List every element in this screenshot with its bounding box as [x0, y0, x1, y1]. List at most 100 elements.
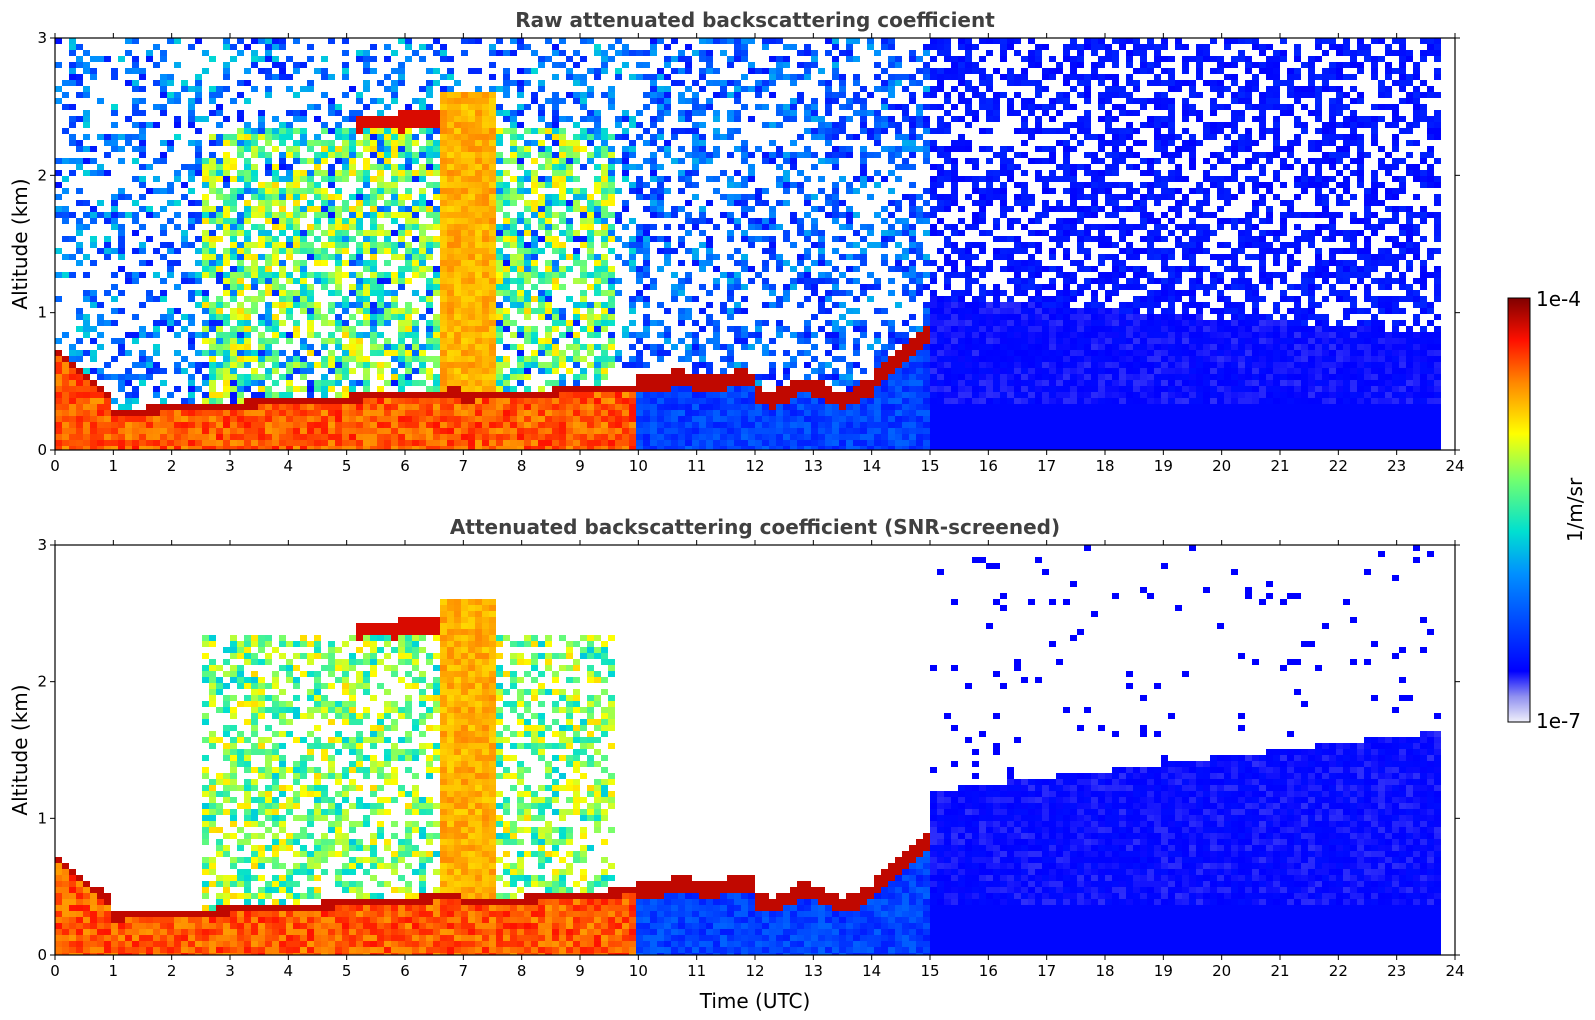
- panel-raw-cell-4614: [804, 422, 811, 428]
- panel-raw-cell-572: [181, 326, 188, 332]
- panel-raw-cell-4957: [867, 440, 874, 446]
- panel-raw-cell-4663: [818, 158, 825, 164]
- panel-raw-cell-1278: [286, 398, 293, 404]
- panel-raw-cell-2543: [468, 146, 475, 152]
- panel-raw-cell-3661: [629, 320, 636, 326]
- panel-raw-cell-776: [216, 296, 223, 302]
- panel-raw-cell-4205: [727, 356, 734, 362]
- panel-raw-cell-186: [90, 290, 97, 296]
- panel-raw-cell-3073: [538, 128, 545, 134]
- panel-raw-cell-4108: [706, 422, 713, 428]
- panel-raw-cell-1508: [328, 98, 335, 104]
- panel-raw-cell-2967: [517, 374, 524, 380]
- panel-raw-cell-3090: [538, 290, 545, 296]
- panel-raw-cell-351: [132, 104, 139, 110]
- panel-raw-cell-2737: [489, 182, 496, 188]
- panel-raw-cell-955: [244, 128, 251, 134]
- panel-raw-cell-667: [202, 176, 209, 182]
- panel-raw-cell-4907: [860, 182, 867, 188]
- panel-raw-cell-2984: [524, 140, 531, 146]
- panel-raw-cell-647: [195, 302, 202, 308]
- panel-raw-cell-2486: [461, 176, 468, 182]
- panel-raw-cell-2357: [447, 140, 454, 146]
- panel-raw-cell-2026: [398, 362, 405, 368]
- panel-raw-cell-2373: [447, 236, 454, 242]
- panel-raw-cell-897: [230, 446, 237, 450]
- panel-raw-cell-2458: [454, 380, 461, 386]
- panel-raw-cell-2797: [496, 200, 503, 206]
- panel-raw-cell-2087: [405, 422, 412, 428]
- panel-raw-cell-1511: [328, 128, 335, 134]
- panel-raw-cell-911: [237, 188, 244, 194]
- panel-raw-cell-70: [69, 122, 76, 128]
- panel-raw-cell-4236: [734, 218, 741, 224]
- panel-raw-cell-1485: [321, 278, 328, 284]
- panel-raw-cell-1824: [370, 302, 377, 308]
- panel-raw-cell-4577: [804, 50, 811, 56]
- panel-raw-cell-4253: [734, 392, 741, 398]
- panel-raw-cell-3072: [538, 116, 545, 122]
- panel-raw-cell-4334: [748, 422, 755, 428]
- panel-raw-cell-2490: [461, 200, 468, 206]
- panel-raw-cell-2053: [405, 164, 412, 170]
- panel-raw-cell-2275: [433, 422, 440, 428]
- panel-raw-cell-4959: [874, 50, 881, 56]
- panel-raw-cell-2651: [475, 416, 482, 422]
- panel-raw-cell-4388: [762, 302, 769, 308]
- panel-raw-cell-3019: [524, 416, 531, 422]
- panel-raw-cell-167: [83, 410, 90, 416]
- panel-raw-cell-4582: [804, 110, 811, 116]
- panel-raw-cell-2769: [489, 374, 496, 380]
- panel-raw-cell-581: [181, 434, 188, 440]
- panel-raw-cell-2144: [419, 146, 426, 152]
- panel-raw-cell-3147: [545, 368, 552, 374]
- panel-raw-cell-1660: [349, 194, 356, 200]
- panel-raw-cell-2449: [454, 326, 461, 332]
- panel-raw-cell-2403: [447, 416, 454, 422]
- panel-raw-cell-2758: [489, 308, 496, 314]
- panel-raw-cell-3130: [545, 236, 552, 242]
- panel-raw-cell-2655: [475, 440, 482, 446]
- panel-raw-cell-2467: [454, 434, 461, 440]
- panel-raw-cell-2159: [419, 260, 426, 266]
- panel-raw-cell-4407: [769, 80, 776, 86]
- panel-raw-cell-4858: [853, 38, 860, 44]
- panel-raw-cell-3854: [664, 176, 671, 182]
- panel-raw-cell-363: [132, 272, 139, 278]
- panel-raw-cell-1440: [314, 248, 321, 254]
- panel-raw-cell-3994: [692, 98, 699, 104]
- panel-raw-cell-4380: [762, 218, 769, 224]
- panel-raw-cell-890: [230, 404, 237, 410]
- panel-raw-cell-3475: [594, 416, 601, 422]
- panel-raw-cell-3000: [524, 272, 531, 278]
- panel-raw-cell-2278: [433, 440, 440, 446]
- panel-raw-cell-105: [76, 146, 83, 152]
- panel-raw-cell-1874: [377, 314, 384, 320]
- panel-raw-cell-1358: [300, 290, 307, 296]
- panel-raw-cell-2768: [489, 368, 496, 374]
- panel-raw-cell-2379: [447, 272, 454, 278]
- panel-raw-cell-2575: [468, 338, 475, 344]
- panel-raw-cell-3385: [580, 434, 587, 440]
- panel-raw-cell-823: [223, 260, 230, 266]
- panel-raw-cell-3365: [580, 266, 587, 272]
- panel-raw-cell-2024: [398, 350, 405, 356]
- panel-raw-cell-301: [118, 266, 125, 272]
- panel-raw-cell-52: [62, 398, 69, 404]
- panel-raw-cell-1437: [314, 218, 321, 224]
- panel-raw-cell-179: [90, 170, 97, 176]
- panel-raw-cell-1579: [335, 302, 342, 308]
- panel-raw-cell-3433: [594, 50, 601, 56]
- panel-raw-cell-2229: [426, 434, 433, 440]
- panel-raw-cell-2338: [440, 410, 447, 416]
- panel-raw-cell-1193: [272, 446, 279, 450]
- panel-raw-cell-3041: [531, 242, 538, 248]
- panel-raw-cell-3366: [580, 272, 587, 278]
- panel-raw-cell-1630: [342, 326, 349, 332]
- panel-raw-cell-303: [118, 308, 125, 314]
- panel-raw-cell-328: [125, 278, 132, 284]
- panel-raw-cell-4323: [748, 278, 755, 284]
- panel-raw-cell-3915: [678, 98, 685, 104]
- panel-raw-cell-3467: [594, 368, 601, 374]
- panel-raw-cell-2912: [510, 344, 517, 350]
